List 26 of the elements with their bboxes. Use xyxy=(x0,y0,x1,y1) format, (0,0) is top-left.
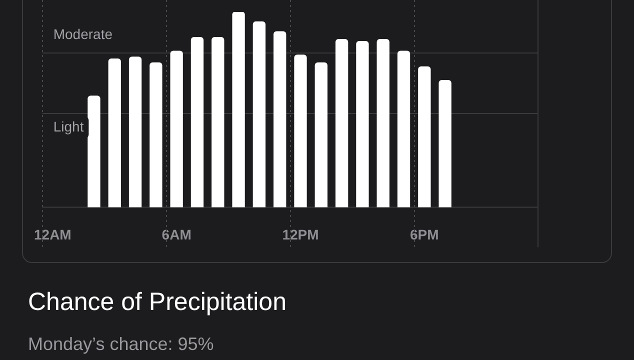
bar xyxy=(335,39,348,208)
bar xyxy=(294,54,307,208)
ref-line-label: Light xyxy=(53,118,84,134)
bar xyxy=(314,62,328,208)
x-tick-label: 6PM xyxy=(410,226,439,242)
ref-line-label: Moderate xyxy=(53,26,113,42)
x-tick-label: 12PM xyxy=(282,226,319,242)
bar xyxy=(376,39,390,208)
text: Monday’s chance: 95% xyxy=(28,334,214,355)
bar xyxy=(170,50,183,208)
bar xyxy=(88,96,100,208)
bar xyxy=(232,12,245,208)
bar xyxy=(397,50,410,208)
bar xyxy=(128,56,142,208)
bar xyxy=(190,37,204,208)
bar xyxy=(274,31,286,208)
x-tick-label: 12AM xyxy=(34,226,72,242)
text: Chance of Precipitation xyxy=(28,288,286,317)
x-tick-label: 6AM xyxy=(162,226,192,242)
bar xyxy=(252,21,266,208)
bar xyxy=(212,37,224,208)
bar xyxy=(108,58,121,208)
bar xyxy=(438,80,452,208)
bar xyxy=(150,62,162,208)
bar xyxy=(418,66,431,208)
bar xyxy=(356,40,369,208)
